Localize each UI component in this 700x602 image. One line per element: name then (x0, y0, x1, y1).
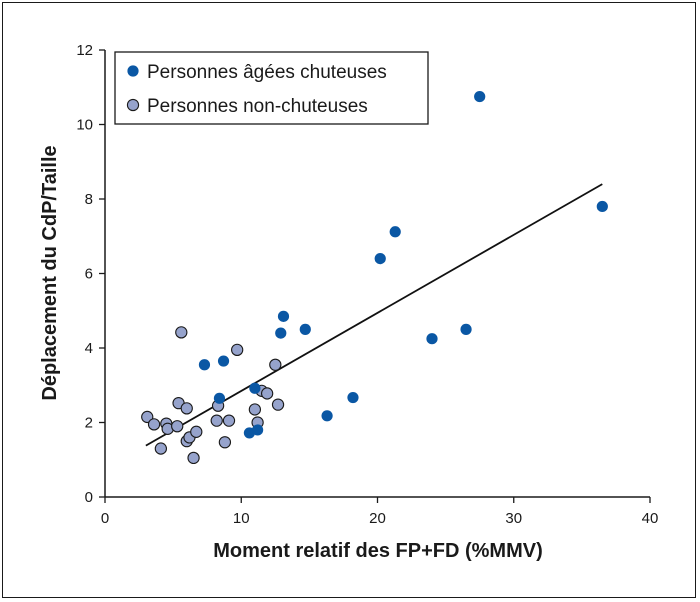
tick-group: 0 10 20 30 40 0 2 4 6 8 10 12 (76, 42, 658, 527)
faller-point (389, 226, 401, 238)
x-tick-label: 20 (369, 510, 386, 527)
non-faller-point (180, 402, 193, 415)
y-axis-title: Déplacement du CdP/Taille (39, 145, 61, 400)
faller-point (249, 382, 261, 394)
faller-point (252, 424, 264, 436)
non-faller-point (218, 436, 232, 449)
faller-point (275, 327, 287, 339)
legend-marker (126, 98, 140, 112)
legend: Personnes âgées chuteuses Personnes non-c… (114, 51, 429, 125)
faller-point (277, 310, 290, 322)
non-faller-point (271, 398, 285, 411)
faller-point (321, 410, 333, 422)
faller-point (213, 392, 226, 404)
legend-label: Personnes âgées chuteuses (147, 62, 387, 83)
non-faller-point (147, 418, 161, 431)
y-tick-label: 10 (76, 117, 93, 134)
x-tick-label: 0 (101, 510, 109, 527)
y-tick-label: 8 (85, 191, 93, 208)
faller-point (374, 253, 386, 265)
non-faller-point (248, 403, 262, 416)
data-points (141, 90, 608, 465)
x-axis-title: Moment relatif des FP+FD (%MMV) (213, 540, 542, 562)
faller-point (474, 90, 486, 103)
faller-point (460, 323, 472, 335)
y-tick-label: 12 (76, 42, 93, 59)
non-faller-point (260, 387, 274, 400)
y-tick-label: 6 (85, 266, 93, 283)
non-faller-point (154, 442, 168, 455)
x-tick-label: 30 (505, 510, 522, 527)
faller-point (299, 323, 311, 335)
y-tick-label: 0 (85, 489, 93, 506)
legend-box (114, 51, 429, 125)
non-faller-point (222, 414, 236, 427)
non-faller-point (210, 414, 223, 427)
non-faller-point (269, 358, 282, 371)
x-tick-label: 10 (233, 510, 250, 527)
x-tick-label: 40 (642, 510, 659, 527)
non-faller-point (190, 425, 203, 438)
legend-label: Personnes non-chuteuses (147, 96, 368, 117)
non-faller-point (175, 326, 188, 339)
faller-point (217, 355, 230, 367)
legend-marker (127, 65, 139, 77)
faller-point (426, 333, 438, 345)
faller-point (347, 391, 359, 404)
y-tick-label: 4 (85, 340, 93, 357)
faller-point (198, 359, 211, 371)
y-tick-label: 2 (85, 415, 93, 432)
faller-point (596, 200, 608, 213)
non-faller-point (231, 343, 244, 357)
non-faller-point (187, 451, 200, 465)
non-faller-point (171, 420, 184, 433)
